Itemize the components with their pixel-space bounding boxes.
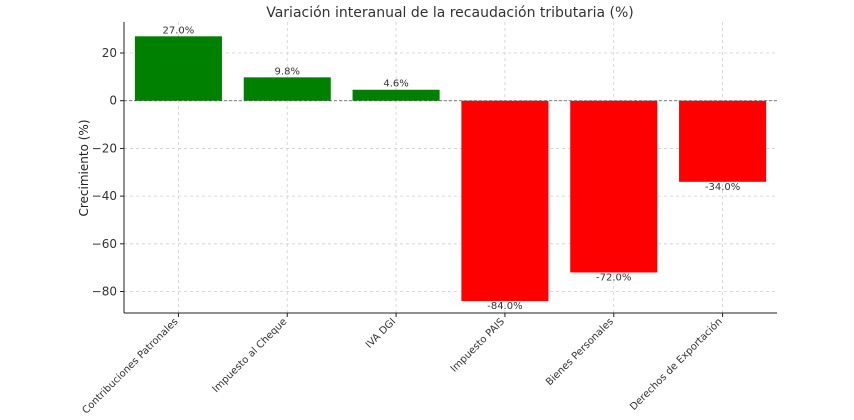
y-tick-label: −20 <box>92 141 117 155</box>
data-label: -72.0% <box>596 272 631 283</box>
chart-title: Variación interanual de la recaudación t… <box>266 5 634 21</box>
bar <box>570 100 658 273</box>
bar <box>134 36 222 101</box>
bar <box>679 100 767 182</box>
y-tick-label: 20 <box>102 46 117 60</box>
data-label: 9.8% <box>275 66 300 77</box>
x-tick-label: Impuesto al Cheque <box>211 316 290 395</box>
y-tick-label: −80 <box>92 285 117 299</box>
y-ticks: 20 0 −20 −40 −60 −80 <box>92 46 124 299</box>
x-tick-label: Contribuciones Patronales <box>81 316 181 416</box>
x-tick-label: Impuesto PAIS <box>449 316 507 374</box>
axes <box>123 22 777 314</box>
y-tick-label: 0 <box>109 94 117 108</box>
x-tick-labels: Contribuciones Patronales Impuesto al Che… <box>81 313 725 416</box>
bar <box>461 100 549 302</box>
x-tick-label: IVA DGI <box>364 316 398 350</box>
data-label: -84.0% <box>487 301 522 312</box>
data-label: 27.0% <box>163 25 195 36</box>
x-tick-label: Bienes Personales <box>544 316 616 388</box>
bar <box>243 77 331 101</box>
x-tick-label: Derechos de Exportación <box>627 316 724 413</box>
y-tick-label: −60 <box>92 237 117 251</box>
y-axis-label: Crecimiento (%) <box>77 119 91 216</box>
data-labels: 27.0% 9.8% 4.6% -84.0% -72.0% -34.0% <box>163 25 741 312</box>
data-label: 4.6% <box>383 79 408 90</box>
y-tick-label: −40 <box>92 189 117 203</box>
bar <box>352 89 440 101</box>
data-label: -34.0% <box>705 182 740 193</box>
bars <box>134 36 767 302</box>
